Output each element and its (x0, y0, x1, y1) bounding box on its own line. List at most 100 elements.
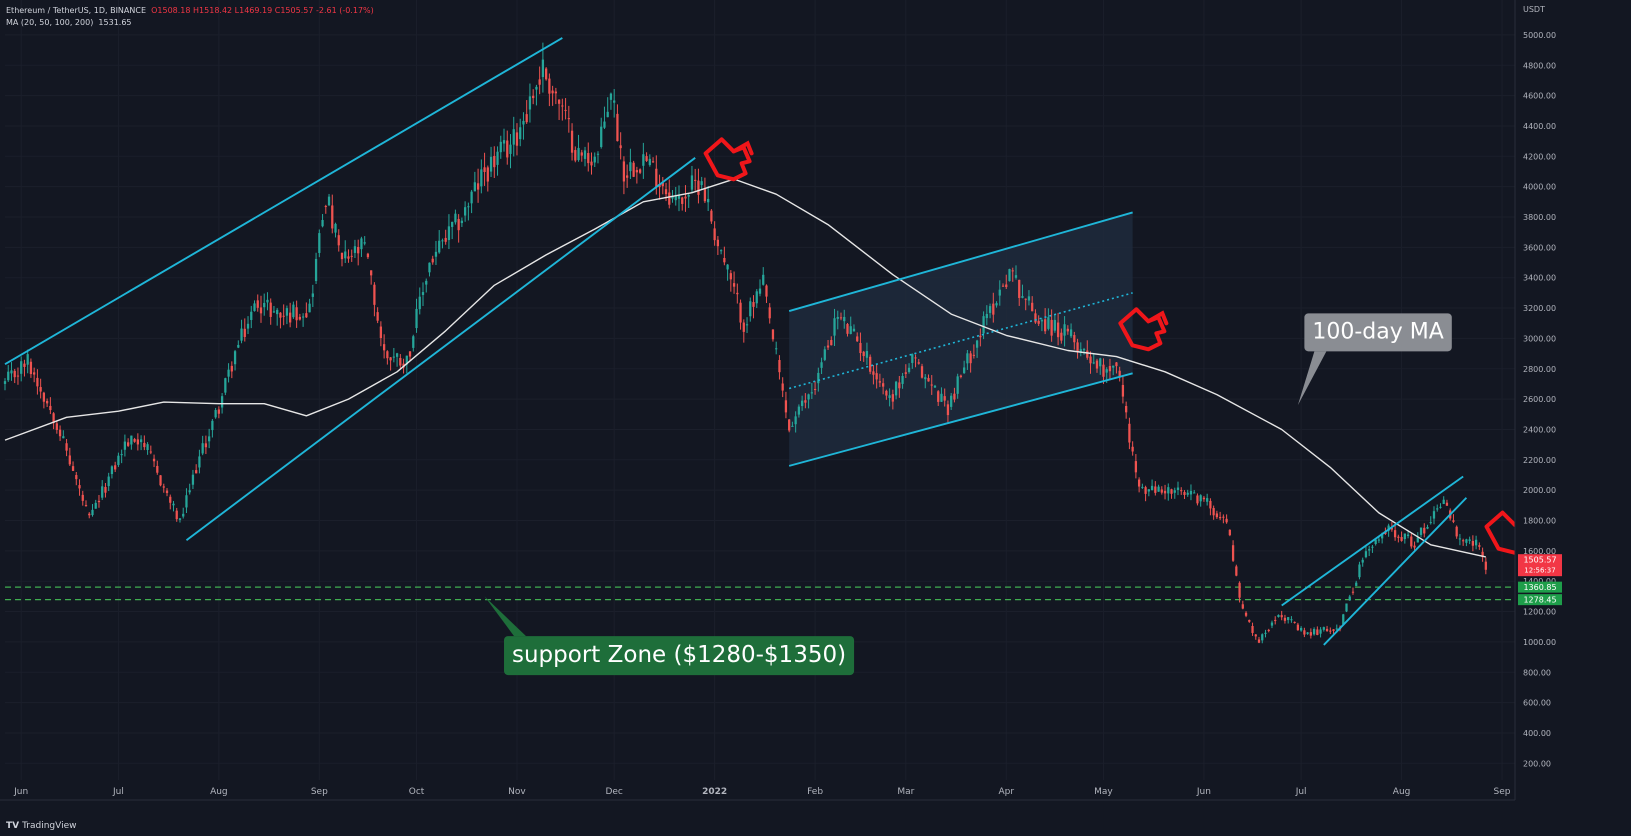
candle-body (1329, 630, 1332, 632)
candle-body (480, 169, 483, 187)
candle-body (577, 147, 580, 161)
candle-body (363, 242, 366, 244)
symbol-label[interactable]: Ethereum / TetherUS, 1D, BINANCE (6, 6, 147, 15)
candle-body (1319, 629, 1322, 634)
candle-body (379, 326, 383, 339)
candle-body (911, 354, 914, 363)
candle-body (1400, 537, 1403, 541)
ma-label[interactable]: MA (20, 50, 100, 200) (6, 18, 94, 27)
candle-body (233, 351, 237, 365)
candle-body (512, 129, 515, 145)
candle-body (723, 257, 726, 263)
candle-body (885, 390, 888, 396)
candle-body (370, 270, 373, 276)
candle-body (107, 476, 110, 487)
candle-body (327, 196, 331, 206)
candle-body (395, 353, 399, 357)
candle-body (182, 513, 185, 517)
candle-body (1086, 350, 1089, 358)
candle-body (1121, 384, 1125, 397)
candle-body (1300, 627, 1303, 631)
candle-body (1215, 513, 1219, 518)
candle-body (447, 226, 451, 241)
candle-body (1290, 619, 1293, 621)
candle-body (1468, 539, 1471, 541)
candle-body (1199, 495, 1202, 502)
candle-body (489, 156, 493, 172)
candle-body (963, 367, 966, 374)
candle-body (1079, 349, 1082, 352)
candle-body (551, 90, 554, 94)
candle-body (869, 356, 872, 372)
candle-body (1436, 508, 1439, 510)
price-axis-unit: USDT (1523, 5, 1545, 14)
candle-body (237, 344, 240, 348)
candle-body (1163, 490, 1167, 494)
candle-body (800, 400, 804, 406)
candle-body (1455, 526, 1458, 537)
candle-body (152, 458, 156, 462)
candle-body (353, 246, 357, 253)
brand-label: TradingView (22, 821, 77, 831)
candle-body (1115, 362, 1118, 367)
tradingview-logo[interactable]: TV TradingView (6, 821, 77, 831)
candle-body (204, 443, 208, 448)
candle-body (745, 324, 749, 326)
candle-body (1465, 539, 1468, 543)
candle-body (632, 162, 635, 177)
candle-body (823, 349, 826, 360)
candle-body (1018, 279, 1021, 298)
candle-body (719, 250, 723, 252)
candle-body (451, 221, 454, 227)
candle-body (334, 223, 337, 233)
candle-body (256, 300, 259, 308)
candle-body (1144, 487, 1147, 494)
candle-body (389, 357, 392, 361)
candle-body (930, 384, 933, 386)
candle-body (716, 239, 720, 247)
candle-body (272, 311, 276, 313)
candle-body (813, 389, 817, 391)
candle-body (120, 454, 123, 456)
y-tick-label: 1600.00 (1523, 547, 1556, 556)
candle-body (360, 238, 363, 250)
candle-body (169, 496, 172, 503)
candle-body (438, 240, 441, 253)
candle-body (1474, 539, 1478, 546)
candle-body (557, 99, 561, 104)
trendlines[interactable] (4, 37, 1468, 646)
candle-body (749, 301, 752, 317)
candle-body (68, 455, 71, 465)
candle-body (982, 316, 985, 334)
candle-body (412, 336, 415, 348)
candle-body (852, 328, 856, 332)
candle-body (732, 283, 736, 287)
candle-body (357, 246, 360, 254)
candle-body (651, 161, 655, 163)
candle-body (1316, 629, 1319, 635)
candle-body (467, 206, 470, 208)
callout-pointer (1297, 351, 1327, 406)
candle-body (820, 362, 823, 368)
candle-body (1423, 527, 1426, 534)
candle-body (593, 156, 596, 163)
candle-body (240, 328, 243, 341)
candle-body (1102, 364, 1105, 377)
y-tick-label: 3800.00 (1523, 213, 1556, 222)
candle-body (1225, 518, 1228, 523)
candle-body (117, 455, 120, 465)
y-tick-label: 1800.00 (1523, 517, 1556, 526)
candle-body (1312, 629, 1316, 635)
candle-body (590, 161, 593, 166)
candle-body (515, 132, 519, 146)
candle-body (55, 423, 58, 430)
candle-body (1050, 319, 1053, 336)
candle-body (460, 220, 464, 224)
arrow-pointing-ma-top (703, 137, 754, 182)
candle-body (1280, 615, 1283, 618)
candle-body (596, 153, 600, 155)
candle-body (1277, 614, 1280, 618)
candle-body (788, 419, 791, 431)
candle-body (943, 396, 946, 401)
